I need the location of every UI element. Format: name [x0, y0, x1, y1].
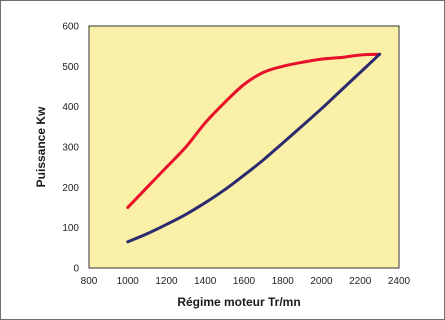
y-axis-title: Puissance Kw — [34, 106, 48, 187]
y-tick-label: 300 — [62, 143, 79, 154]
x-tick-label: 1000 — [117, 276, 140, 287]
x-tick-label: 800 — [81, 276, 98, 287]
x-tick-label: 2400 — [388, 276, 411, 287]
series-line-2 — [126, 52, 382, 244]
y-tick-label: 500 — [62, 62, 79, 73]
x-axis-title: Régime moteur Tr/mn — [177, 295, 300, 309]
x-tick-label: 1200 — [155, 276, 178, 287]
series-line-1 — [126, 52, 382, 209]
y-tick-label: 0 — [73, 264, 79, 275]
x-tick-label: 2000 — [310, 276, 333, 287]
x-tick-label: 1600 — [233, 276, 256, 287]
x-axis-ticks: 800 1000 1200 1400 1600 1800 2000 2200 2400 — [81, 276, 411, 287]
series-layer — [126, 52, 382, 244]
x-tick-label: 1400 — [194, 276, 217, 287]
y-axis-ticks: 0 100 200 300 400 500 600 — [62, 22, 79, 275]
y-tick-label: 100 — [62, 223, 79, 234]
y-tick-label: 600 — [62, 22, 79, 33]
x-tick-label: 2200 — [349, 276, 372, 287]
y-tick-label: 400 — [62, 102, 79, 113]
x-tick-label: 1800 — [272, 276, 295, 287]
plot-area — [88, 25, 400, 269]
y-tick-label: 200 — [62, 183, 79, 194]
